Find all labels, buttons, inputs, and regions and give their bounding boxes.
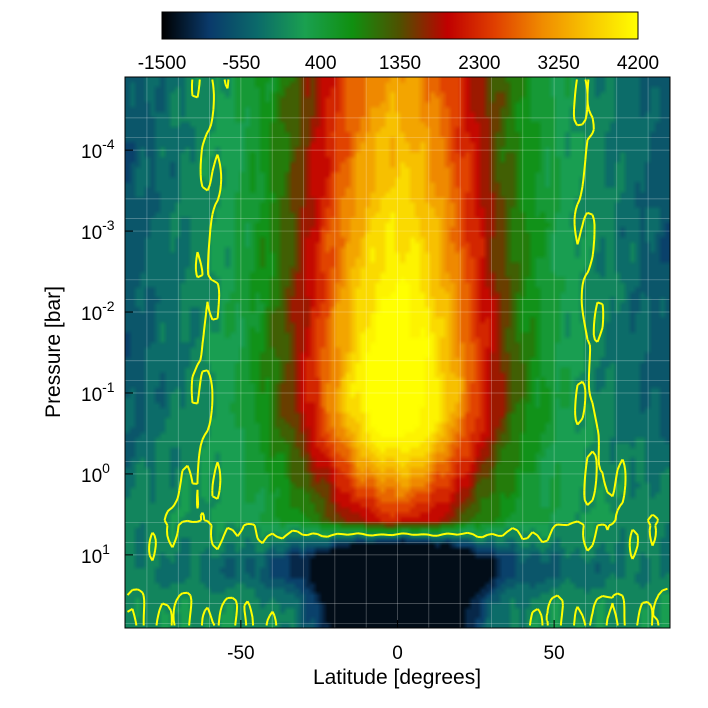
y-axis-ticks: 10-4 10-3 10-2 10-1 100 101	[81, 136, 133, 568]
grid-lines	[125, 77, 670, 628]
zero-contour-line	[126, 79, 668, 626]
colorbar-tick-label: -1500	[138, 53, 187, 74]
zero-contours	[126, 79, 668, 626]
x-axis-ticks: -50 0 50	[227, 620, 565, 664]
x-tick-label: 50	[544, 643, 565, 664]
y-tick-label: 10-4	[81, 136, 115, 163]
colorbar-tick-label: 1350	[379, 53, 421, 74]
x-axis-label: Latitude [degrees]	[313, 666, 481, 689]
y-tick-label: 10-3	[81, 217, 115, 244]
y-axis-label: Pressure [bar]	[42, 286, 65, 418]
colorbar-tick-labels: -1500 -550 400 1350 2300 3250 4200	[138, 53, 659, 74]
colorbar	[161, 11, 639, 40]
y-tick-label: 10-1	[81, 379, 115, 406]
colorbar-tick-label: 3250	[538, 53, 580, 74]
colorbar-tick-label: 2300	[458, 53, 500, 74]
colorbar-tick-label: 4200	[617, 53, 659, 74]
colorbar-tick-label: -550	[222, 53, 260, 74]
y-tick-label: 10-2	[81, 298, 115, 325]
heatmap-image	[125, 77, 670, 628]
x-tick-label: 0	[392, 643, 403, 664]
x-tick-label: -50	[227, 643, 254, 664]
colorbar-tick-label: 400	[305, 53, 337, 74]
heatmap-field	[125, 77, 670, 628]
y-tick-label: 101	[81, 541, 110, 568]
y-tick-label: 100	[81, 460, 110, 487]
